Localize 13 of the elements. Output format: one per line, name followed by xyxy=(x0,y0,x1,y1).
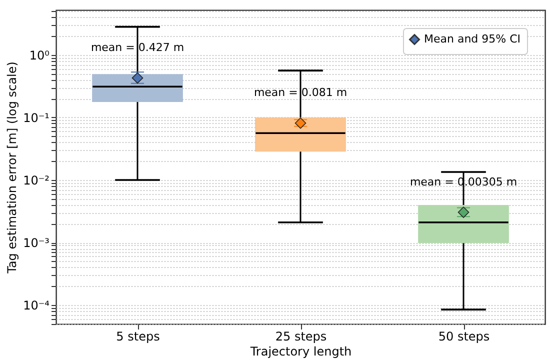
x-axis-title: Trajectory length xyxy=(249,344,352,358)
x-tick-label: 50 steps xyxy=(438,330,490,344)
x-tick-label: 5 steps xyxy=(116,330,160,344)
legend-label: Mean and 95% CI xyxy=(424,32,521,46)
y-axis-title: Tag estimation error [m] (log scale) xyxy=(5,62,20,274)
y-tick-label: 10⁻³ xyxy=(23,236,50,250)
x-tick-label: 25 steps xyxy=(275,330,327,344)
y-tick-label: 10⁰ xyxy=(29,48,50,62)
y-tick-label: 10⁻¹ xyxy=(23,110,50,125)
annotation: mean = 0.427 m xyxy=(90,40,184,54)
annotation: mean = 0.081 m xyxy=(254,86,348,100)
y-tick-label: 10⁻² xyxy=(23,173,50,188)
y-tick-label: 10⁻⁴ xyxy=(23,298,50,313)
